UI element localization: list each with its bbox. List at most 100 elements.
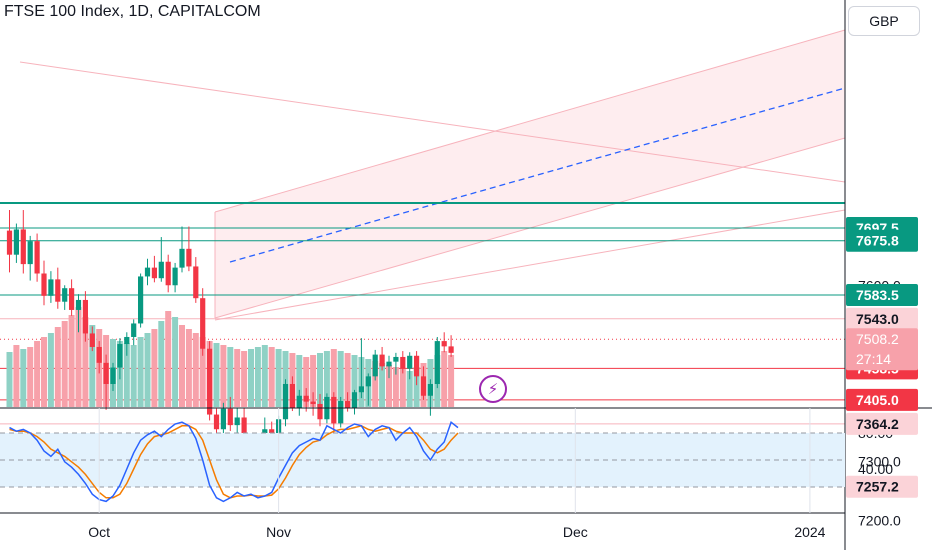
candle-body — [110, 367, 116, 384]
candle-body — [200, 298, 206, 349]
candle-body — [358, 386, 364, 393]
volume-bar — [185, 329, 192, 407]
price-tag — [846, 307, 918, 330]
time-tick-label: Oct — [88, 524, 110, 540]
volume-bar — [296, 355, 303, 407]
volume-bar — [20, 349, 27, 407]
candle-body — [407, 355, 413, 369]
price-tag — [846, 475, 918, 498]
volume-bar — [310, 355, 317, 407]
candle-body — [420, 376, 427, 396]
volume-bar — [13, 345, 20, 407]
candle-body — [296, 395, 302, 408]
candle-body — [138, 276, 144, 324]
volume-bar — [172, 317, 179, 407]
candle-body — [331, 396, 337, 424]
candle-body — [89, 333, 95, 347]
price-tag-label: 7583.5 — [856, 287, 899, 303]
volume-bar — [41, 337, 47, 407]
candle-body — [186, 248, 192, 267]
price-tag — [846, 283, 918, 306]
midline-trend — [229, 87, 846, 263]
volume-bar — [448, 355, 455, 407]
time-tick-label: Dec — [563, 524, 588, 540]
volume-bar — [323, 351, 330, 407]
volume-bar — [75, 307, 82, 407]
volume-bar — [406, 371, 413, 407]
currency-button[interactable]: GBP — [848, 6, 920, 36]
candle-body — [131, 323, 137, 337]
candle-body — [144, 267, 151, 277]
candle-body — [345, 401, 351, 408]
candle-body — [441, 341, 447, 347]
candle-body — [69, 288, 75, 310]
volume-bar — [268, 347, 275, 407]
last-price-tag — [846, 328, 918, 371]
volume-bar — [34, 341, 41, 407]
volume-bar — [158, 321, 165, 407]
volume-bar — [248, 349, 254, 407]
volume-bar — [254, 347, 261, 407]
candle-body — [386, 361, 392, 367]
volume-bar — [275, 349, 282, 407]
volume-bar — [372, 361, 379, 407]
volume-bar — [137, 337, 144, 407]
candle-body — [427, 383, 433, 396]
volume-bar — [282, 351, 289, 407]
candle-body — [317, 403, 323, 420]
candle-body — [414, 355, 420, 377]
candle-body — [372, 354, 378, 377]
candle-body — [27, 241, 33, 265]
candle-body — [179, 248, 185, 268]
time-tick-label: 2024 — [794, 524, 825, 540]
price-tags: 7697.57675.87583.57543.07458.57405.07364… — [846, 216, 918, 498]
candle-body — [393, 356, 399, 362]
volume-bar — [54, 327, 61, 407]
candle-body — [96, 346, 102, 363]
volume-bar — [234, 349, 241, 407]
volume-bar — [192, 333, 199, 407]
candle-body — [282, 383, 289, 420]
time-tick-label: Nov — [266, 524, 291, 540]
volume-bar — [413, 367, 420, 407]
price-tag-label: 7364.2 — [856, 416, 899, 432]
candle-body — [117, 344, 123, 368]
time-axis: Oct Nov Dec 2024 — [88, 408, 826, 540]
candle-body — [62, 288, 68, 302]
candle-body — [289, 383, 295, 408]
candles-group — [6, 210, 454, 480]
candle-body — [234, 417, 240, 426]
volume-bar — [27, 347, 34, 407]
candle-body — [400, 356, 406, 369]
volume-bar — [337, 351, 344, 407]
volume-bar — [130, 345, 137, 407]
candle-body — [34, 241, 40, 274]
price-tag-label: 7543.0 — [856, 311, 899, 327]
price-tag — [846, 388, 918, 411]
candle-body — [20, 229, 26, 265]
volume-bar — [441, 351, 448, 407]
resistance-trendline — [19, 61, 846, 183]
candle-body — [48, 279, 54, 296]
volume-bar — [6, 352, 13, 407]
volume-bar — [61, 321, 68, 407]
candle-body — [193, 266, 199, 299]
volume-bar — [399, 369, 406, 407]
candle-body — [310, 401, 316, 404]
price-tag — [846, 412, 918, 435]
volume-bar — [165, 311, 172, 407]
lightning-icon[interactable]: ⚡ — [479, 375, 507, 403]
volume-bar — [386, 365, 392, 407]
candle-body — [41, 273, 47, 296]
stochastic-group: 80.0040.00 — [0, 420, 893, 503]
price-tick-label: 7200.0 — [858, 512, 901, 528]
stochastic-d-line — [9, 425, 459, 499]
candle-body — [448, 346, 454, 353]
candle-body — [158, 261, 164, 279]
volume-bar — [351, 355, 358, 407]
candle-body — [103, 362, 109, 384]
volume-bar — [227, 347, 234, 407]
candle-body — [6, 230, 13, 255]
price-tag-label: 7405.0 — [856, 392, 899, 408]
